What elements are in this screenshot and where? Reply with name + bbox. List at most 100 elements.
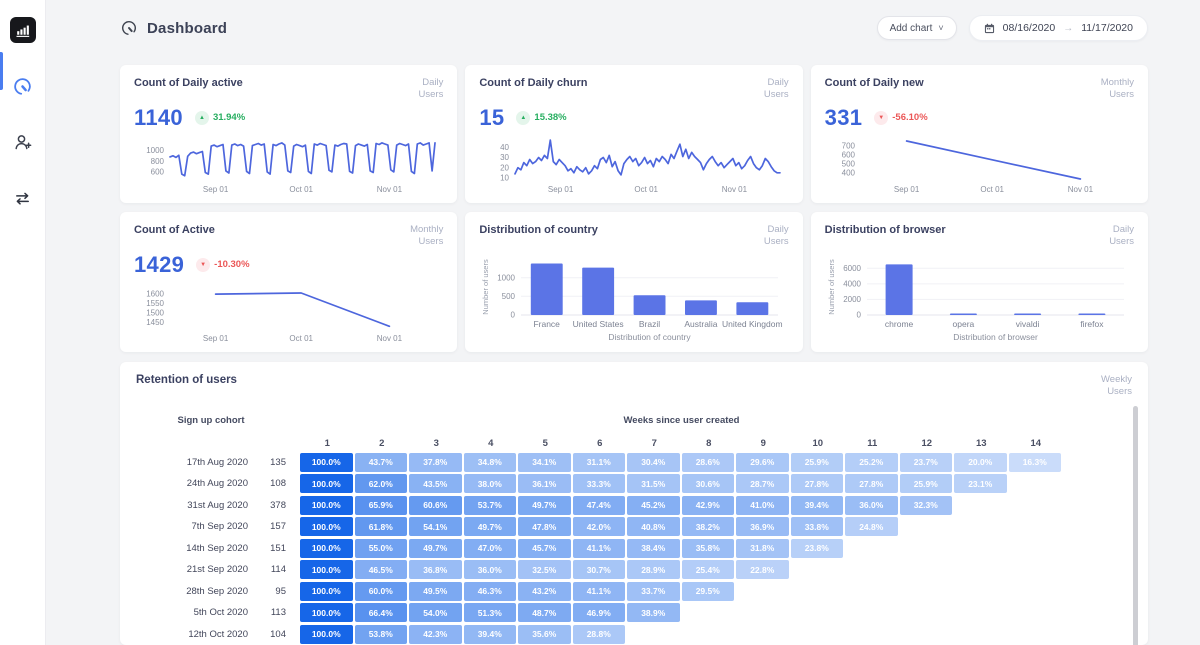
cohort-count: 104 [270,628,286,640]
calendar-icon [984,23,994,33]
week-column-header: 1 [324,438,330,450]
sidebar [0,0,46,645]
svg-text:Sep 01: Sep 01 [203,185,229,194]
week-column-header: 6 [597,438,603,450]
svg-text:France: France [534,319,561,329]
cohort-count: 135 [270,456,286,468]
retention-cell: 49.5% [409,581,462,601]
dashboard-gauge-icon [121,20,137,36]
retention-cell: 51.3% [463,603,516,623]
svg-text:1000: 1000 [498,273,516,282]
svg-text:400: 400 [841,168,855,177]
retention-panel: Retention of users Weekly Users Sign up c… [120,362,1148,645]
card-browser-distribution: Distribution of browser Daily Users 0 2000… [810,212,1148,352]
card-units: Monthly Users [1100,77,1134,101]
svg-text:20: 20 [500,163,509,172]
retention-row: 24th Aug 2020 108 100.0% 62.0% 43.5% 38.0% 36.… [136,473,1132,495]
vertical-scrollbar[interactable] [1133,406,1138,645]
cohort-count: 157 [270,521,286,533]
week-column-header: 13 [975,438,987,450]
card-title: Distribution of country [479,224,598,236]
svg-text:Australia: Australia [685,319,718,329]
retention-cell: 43.2% [518,581,571,601]
svg-text:chrome: chrome [885,319,914,329]
card-daily-active: Count of Daily active Daily Users 1140 ▲ 3… [120,65,458,203]
svg-text:Nov 01: Nov 01 [1067,185,1093,194]
retention-cell: 30.4% [627,452,680,472]
retention-cell: 43.7% [354,452,407,472]
daily-churn-chart: 10 20 30 40 Sep 01 Oct 01 Nov 01 [479,131,788,195]
stat-value: 15 [479,104,505,130]
change-badge: ▲ 15.38% [516,110,567,125]
sidebar-item-users[interactable] [10,129,36,155]
daily-active-chart: 600 800 1000 Sep 01 Oct 01 Nov 01 [134,131,443,195]
weeks-since-label: Weeks since user created [623,414,740,426]
svg-text:1000: 1000 [146,146,164,155]
svg-text:Nov 01: Nov 01 [377,334,403,343]
retention-cell: 27.8% [845,474,898,494]
sidebar-item-dashboard[interactable] [10,73,36,99]
retention-cell: 30.6% [681,474,734,494]
retention-cell: 38.2% [681,517,734,537]
svg-text:Nov 01: Nov 01 [377,185,403,194]
cohort-date: 12th Oct 2020 [188,628,248,640]
date-range-picker[interactable]: 08/16/2020 → 11/17/2020 [968,15,1148,41]
retention-cell: 48.7% [518,603,571,623]
retention-cell: 36.0% [463,560,516,580]
retention-cell: 60.6% [409,495,462,515]
retention-cell: 53.7% [463,495,516,515]
svg-text:600: 600 [151,167,165,176]
svg-text:10: 10 [500,173,509,182]
change-badge: ▼ -10.30% [196,257,250,272]
cohort-count: 108 [270,478,286,490]
cohort-count: 378 [270,499,286,511]
bar-chart-svg: 0 500 1000 France United States Brazil Austral… [481,259,783,342]
retention-cell: 22.8% [736,560,789,580]
retention-row: 17th Aug 2020 135 100.0% 43.7% 37.8% 34.8% 34.… [136,452,1132,474]
svg-text:1600: 1600 [146,289,164,298]
app-logo[interactable] [9,17,36,43]
svg-text:opera: opera [952,319,974,329]
retention-cell: 45.7% [518,538,571,558]
svg-text:30: 30 [500,153,509,162]
retention-cell: 39.4% [463,624,516,644]
svg-text:Brazil: Brazil [639,319,660,329]
sidebar-item-events[interactable] [10,185,36,211]
card-units: Monthly Users [410,224,444,248]
retention-cell: 42.9% [681,495,734,515]
svg-text:United States: United States [573,319,624,329]
svg-text:1550: 1550 [146,298,164,307]
retention-row: 28th Sep 2020 95 100.0% 60.0% 49.5% 46.3% 43.2… [136,581,1132,603]
svg-text:700: 700 [841,141,855,150]
svg-text:0: 0 [856,310,861,319]
cohort-date: 17th Aug 2020 [186,456,248,468]
card-units: Daily Users [763,77,789,101]
retention-week-columns: 1 2 3 4 5 6 7 8 9 10 11 12 13 14 [136,436,1132,452]
add-chart-button[interactable]: Add chart ˅ [876,16,957,40]
cohort-count: 114 [270,564,286,576]
retention-cell: 24.8% [845,517,898,537]
retention-cell: 33.7% [627,581,680,601]
retention-row: 12th Oct 2020 104 100.0% 53.8% 42.3% 39.4% 35.… [136,624,1132,645]
retention-cell: 100.0% [300,452,353,472]
card-units: Daily Users [763,224,789,248]
retention-cell: 46.3% [463,581,516,601]
browser-bar-chart: 0 2000 4000 6000 chrome opera vivaldi firefox Di… [825,251,1134,344]
card-active: Count of Active Monthly Users 1429 ▼ -10.3… [120,212,458,352]
cohort-count: 151 [270,542,286,554]
daily-new-chart: 400 500 600 700 Sep 01 Oct 01 Nov 01 [825,131,1134,195]
retention-cell: 66.4% [354,603,407,623]
card-units: Daily Users [418,77,444,101]
cohort-date: 24th Aug 2020 [186,478,248,490]
date-end: 11/17/2020 [1081,22,1133,34]
retention-cell: 30.7% [572,560,625,580]
card-title: Distribution of browser [824,224,946,236]
retention-cell: 32.3% [899,495,952,515]
retention-cell: 65.9% [354,495,407,515]
retention-cell: 47.8% [518,517,571,537]
trend-up-icon: ▲ [194,110,209,125]
retention-cell: 54.1% [409,517,462,537]
retention-cell: 33.8% [790,517,843,537]
